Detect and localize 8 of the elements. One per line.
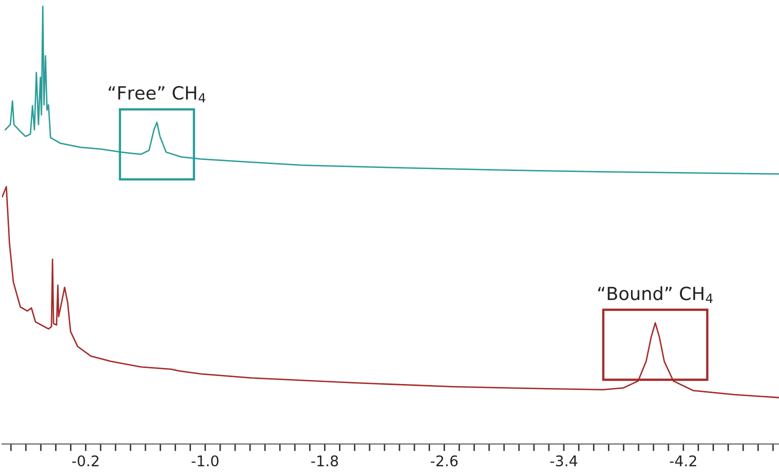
annotation: “Bound” CH$_{4}$ bbox=[598, 286, 713, 303]
x-tick-label: -3.4 bbox=[550, 455, 578, 466]
x-tick-label: -1.0 bbox=[192, 455, 218, 466]
x-tick-label: -2.6 bbox=[430, 455, 458, 466]
annotation: “Free” CH$_{4}$ bbox=[108, 86, 206, 102]
x-tick-label: -1.8 bbox=[311, 455, 338, 466]
x-tick-label: -4.2 bbox=[670, 455, 696, 466]
x-tick-label: -0.2 bbox=[72, 455, 98, 466]
